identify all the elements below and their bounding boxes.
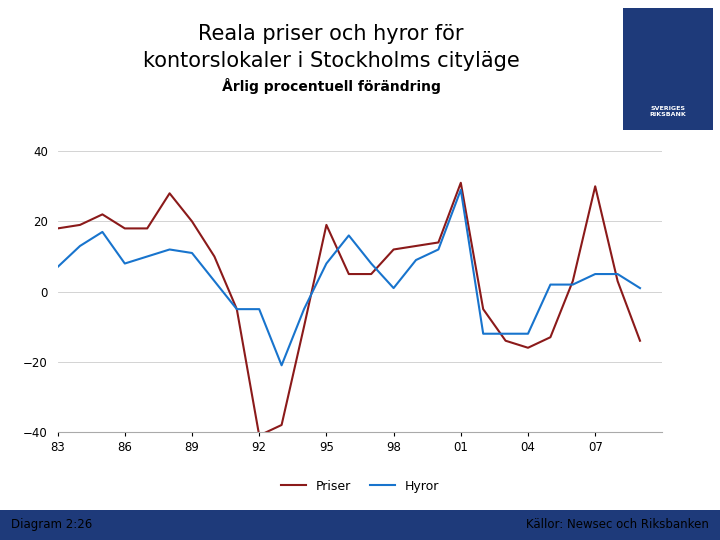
Text: Källor: Newsec och Riksbanken: Källor: Newsec och Riksbanken — [526, 518, 709, 531]
Legend: Priser, Hyror: Priser, Hyror — [276, 475, 444, 498]
Text: Reala priser och hyror för: Reala priser och hyror för — [199, 24, 464, 44]
Text: Diagram 2:26: Diagram 2:26 — [11, 518, 92, 531]
Text: Årlig procentuell förändring: Årlig procentuell förändring — [222, 78, 441, 94]
Text: SVERIGES
RIKSBANK: SVERIGES RIKSBANK — [649, 106, 686, 117]
Text: kontorslokaler i Stockholms cityläge: kontorslokaler i Stockholms cityläge — [143, 51, 520, 71]
